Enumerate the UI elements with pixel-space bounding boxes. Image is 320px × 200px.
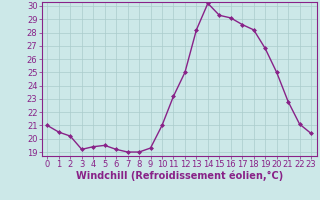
X-axis label: Windchill (Refroidissement éolien,°C): Windchill (Refroidissement éolien,°C) <box>76 171 283 181</box>
